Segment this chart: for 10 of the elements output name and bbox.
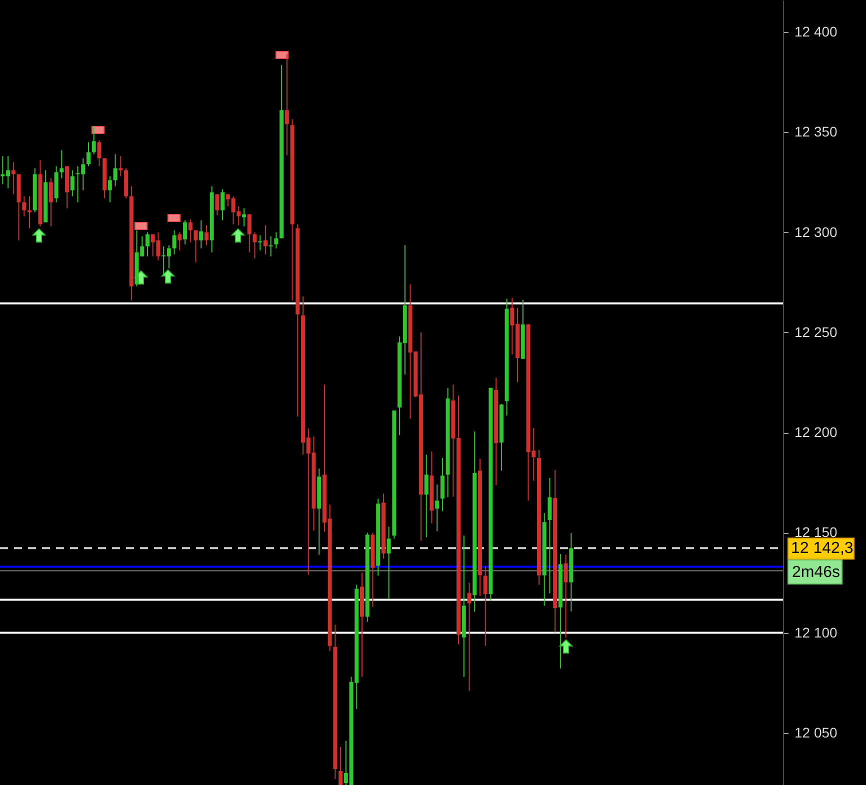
- y-tick-label: 12 350: [794, 124, 838, 140]
- y-tick-label: 12 150: [794, 524, 838, 540]
- y-tick-label: 12 050: [794, 724, 838, 740]
- y-tick-label: 12 100: [794, 624, 838, 640]
- text: 2m46s: [792, 564, 840, 581]
- y-tick-label: 12 200: [794, 424, 838, 440]
- y-tick-label: 12 300: [794, 224, 838, 240]
- ref-line-label: 12 142,3: [791, 540, 854, 558]
- y-tick-label: 12 250: [794, 324, 838, 340]
- y-tick-label: 12 400: [794, 24, 838, 40]
